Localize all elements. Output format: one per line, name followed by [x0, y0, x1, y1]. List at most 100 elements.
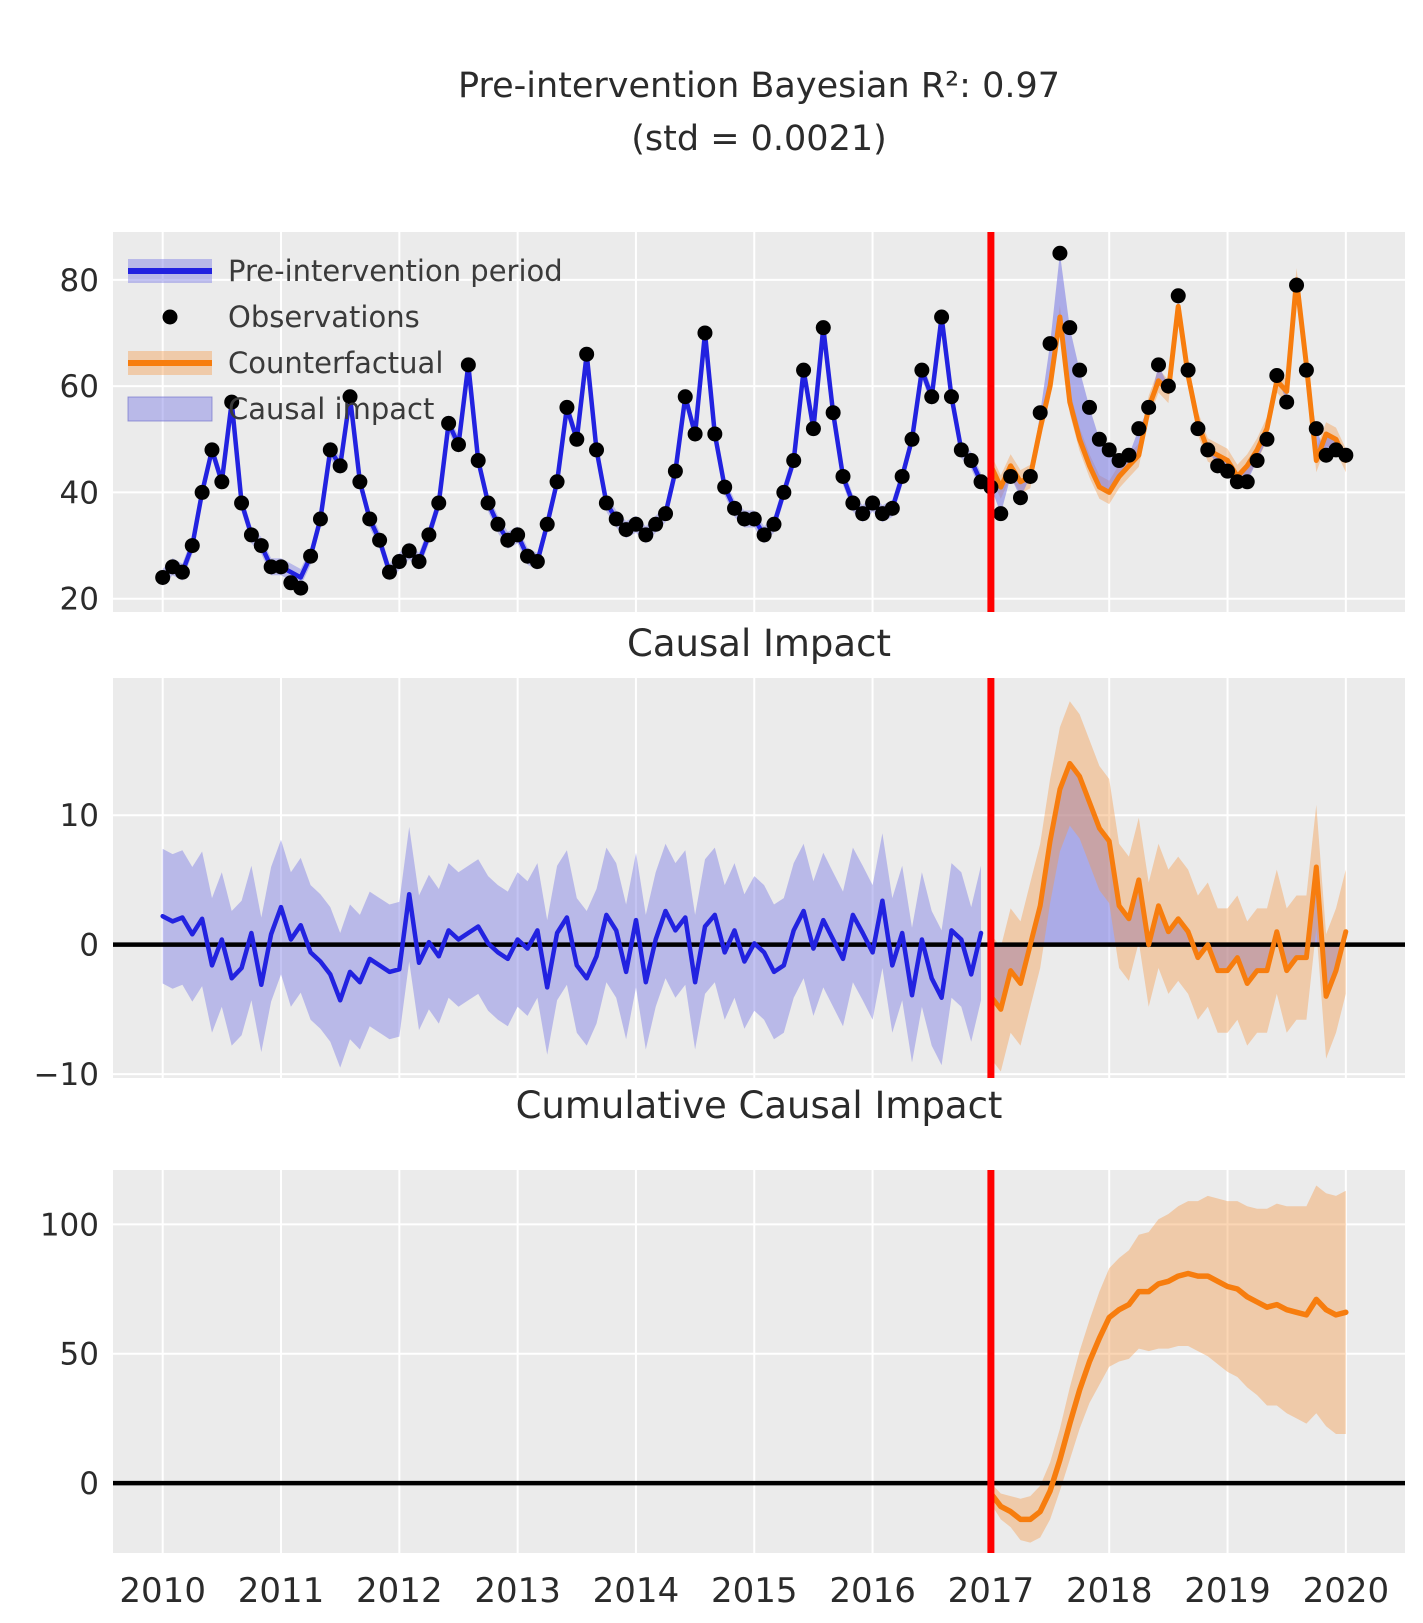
observation-dot: [1239, 474, 1255, 490]
observation-dot: [1259, 431, 1275, 447]
pointwise-post-line: [988, 760, 1349, 1012]
x-tick-label: 2018: [1066, 1571, 1153, 1611]
observation-dot: [569, 431, 585, 447]
observation-dot: [924, 389, 940, 405]
observation-dot: [598, 495, 614, 511]
observation-dot: [234, 495, 250, 511]
observation-dot: [815, 320, 831, 336]
observation-dot: [1003, 468, 1019, 484]
observation-dot: [352, 474, 368, 490]
observation-dot: [1022, 468, 1038, 484]
observation-dot: [855, 506, 871, 522]
pointwise-panel-title: Causal Impact: [627, 622, 891, 665]
observation-dot: [914, 362, 930, 378]
observation-dot: [865, 495, 881, 511]
legend-label: Counterfactual: [228, 346, 444, 380]
observation-dot: [756, 527, 772, 543]
observation-dot: [312, 511, 328, 527]
observation-dot: [510, 527, 526, 543]
observation-dot: [628, 516, 644, 532]
observation-dot: [155, 569, 171, 585]
x-tick-label: 2015: [711, 1571, 798, 1611]
observation-dot: [214, 474, 230, 490]
axes-background: [113, 678, 1405, 1078]
observation-dot: [1121, 447, 1137, 463]
observation-dot: [470, 453, 486, 469]
observation-dot: [1081, 399, 1097, 415]
observation-dot: [480, 495, 496, 511]
observation-dot: [697, 325, 713, 341]
observation-dot: [1220, 463, 1236, 479]
observation-dot: [667, 463, 683, 479]
observation-dot: [825, 405, 841, 421]
observation-dot: [322, 442, 338, 458]
observation-dot: [884, 500, 900, 516]
observation-dot: [993, 506, 1009, 522]
black-dot-swatch-icon: [126, 302, 214, 332]
observation-dot: [579, 346, 595, 362]
observation-dot: [894, 468, 910, 484]
legend-item-observations: Observations: [126, 294, 563, 340]
observation-dot: [450, 437, 466, 453]
observation-dot: [1200, 442, 1216, 458]
y-tick-label: −10: [34, 1057, 99, 1093]
pointwise-post-band: [990, 701, 1346, 1072]
observation-dot: [776, 484, 792, 500]
observation-dot: [1052, 245, 1068, 261]
blue-band-line-swatch-icon: [126, 256, 214, 286]
observation-dot: [1091, 431, 1107, 447]
observation-dot: [1190, 421, 1206, 437]
observation-dot: [1249, 453, 1265, 469]
observation-dot: [953, 442, 969, 458]
observation-dot: [687, 426, 703, 442]
observation-dot: [766, 516, 782, 532]
observation-dot: [401, 543, 417, 559]
y-tick-label: 40: [60, 475, 99, 511]
observation-dot: [786, 453, 802, 469]
observation-dot: [589, 442, 605, 458]
observation-dot: [184, 538, 200, 554]
observation-dot: [1012, 490, 1028, 506]
axes-background: [113, 1170, 1405, 1553]
observation-dot: [1180, 362, 1196, 378]
observation-dot: [648, 516, 664, 532]
observation-dot: [727, 500, 743, 516]
y-tick-label: 100: [40, 1207, 99, 1243]
blue-rect-swatch-icon: [126, 394, 214, 424]
legend-item-pre-intervention: Pre-intervention period: [126, 248, 563, 294]
observation-dot: [243, 527, 259, 543]
y-tick-label: 10: [60, 798, 99, 834]
x-tick-label: 2010: [119, 1571, 206, 1611]
axes-background: [113, 232, 1405, 612]
observation-dot: [362, 511, 378, 527]
observation-dot: [608, 511, 624, 527]
x-tick-label: 2012: [356, 1571, 443, 1611]
main-subtitle: (std = 0.0021): [631, 119, 887, 159]
observation-dot: [1072, 362, 1088, 378]
observation-dot: [717, 479, 733, 495]
y-tick-label: 80: [60, 263, 99, 299]
observation-dot: [1032, 405, 1048, 421]
observation-dot: [1101, 442, 1117, 458]
y-tick-label: 50: [60, 1337, 99, 1373]
observation-dot: [835, 468, 851, 484]
observation-dot: [1042, 336, 1058, 352]
observation-dot: [1062, 320, 1078, 336]
observation-dot: [1170, 288, 1186, 304]
main-title-block: Pre-intervention Bayesian R²: 0.97 (std …: [113, 60, 1405, 166]
observation-dot: [204, 442, 220, 458]
orange-band-line-swatch-icon: [126, 348, 214, 378]
observation-dot: [658, 506, 674, 522]
y-tick-label: 20: [60, 582, 99, 618]
observation-dot: [1141, 399, 1157, 415]
cumulative-band: [990, 1185, 1346, 1543]
observation-dot: [934, 309, 950, 325]
observation-dot: [303, 548, 319, 564]
observation-dot: [411, 554, 427, 570]
observation-dot: [293, 580, 309, 596]
observation-dot: [677, 389, 693, 405]
observation-dot: [638, 527, 654, 543]
observation-dot: [1338, 447, 1354, 463]
observation-dot: [539, 516, 555, 532]
